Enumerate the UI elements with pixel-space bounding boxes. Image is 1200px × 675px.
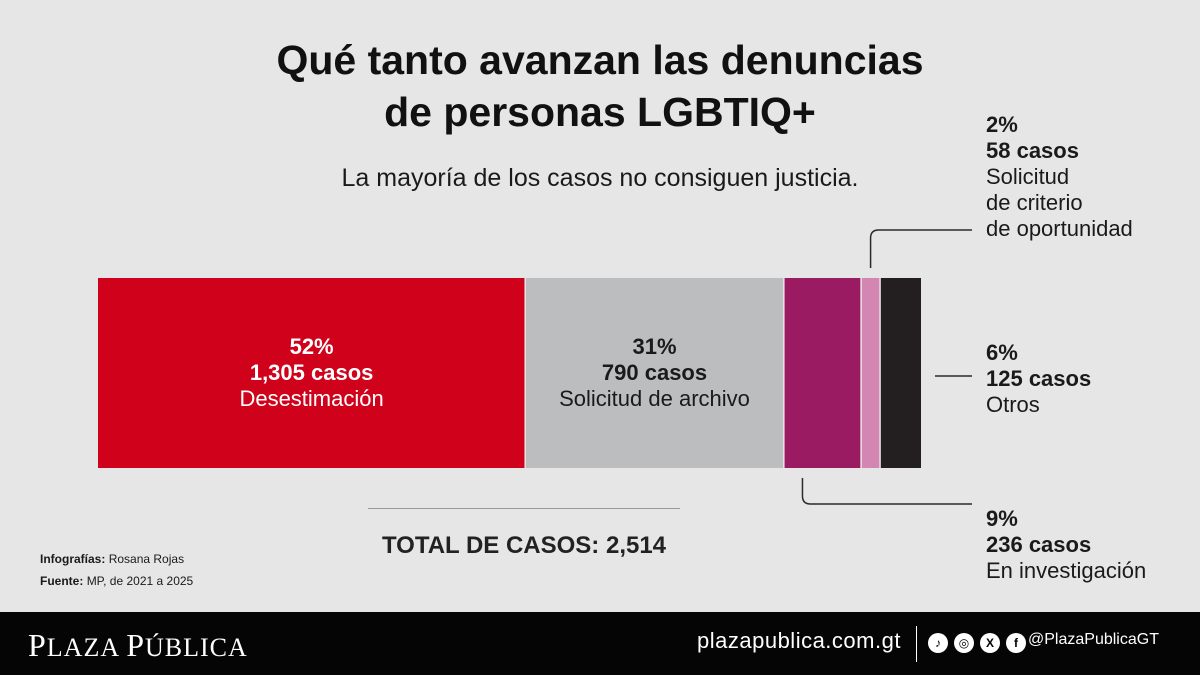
bar-segment-1 — [525, 278, 784, 468]
segment-count: 236 casos — [986, 532, 1092, 557]
segment-label-desestimacion: 52% 1,305 casos Desestimación — [98, 334, 525, 412]
logo-text: LAZA — [46, 633, 119, 662]
site-link[interactable]: plazapublica.com.gt — [697, 628, 901, 653]
segment-category: Otros — [986, 392, 1040, 417]
segment-pct: 2% — [986, 112, 1018, 137]
credit-infografias-value: Rosana Rojas — [108, 552, 185, 566]
plaza-publica-logo[interactable]: PLAZA PÚBLICA — [28, 627, 248, 664]
segment-pct: 9% — [986, 506, 1018, 531]
page-title: Qué tanto avanzan las denuncias de perso… — [0, 34, 1200, 138]
logo-text: ÚBLICA — [144, 633, 248, 662]
footer-divider — [916, 626, 917, 662]
bar-segment-3 — [861, 278, 881, 468]
credit-fuente-label: Fuente: — [40, 574, 84, 588]
segment-count: 125 casos — [986, 366, 1092, 391]
segment-pct: 31% — [632, 334, 677, 359]
x-icon[interactable]: X — [980, 633, 1000, 653]
bar-segment-0 — [98, 278, 526, 468]
segment-label-archivo: 31% 790 casos Solicitud de archivo — [525, 334, 784, 412]
total-cases: TOTAL DE CASOS: 2,514 — [381, 532, 667, 559]
credit-fuente-value: MP, de 2021 a 2025 — [86, 574, 194, 588]
social-handle[interactable]: @PlazaPublicaGT — [1028, 631, 1159, 648]
segment-label-investigacion: 9% 236 casos En investigación — [986, 506, 1146, 584]
segment-label-criterio: 2% 58 casos Solicitud de criterio de opo… — [986, 112, 1133, 242]
tiktok-icon[interactable]: ♪ — [928, 633, 948, 653]
segment-count: 58 casos — [986, 138, 1079, 163]
title-line-1: Qué tanto avanzan las denuncias — [276, 37, 924, 83]
social-icons: ♪ ◎ X f — [928, 633, 1026, 653]
facebook-icon[interactable]: f — [1006, 633, 1026, 653]
credits: Infografías: Rosana Rojas Fuente: MP, de… — [40, 548, 193, 592]
leader-line-criterio — [869, 229, 972, 268]
title-line-2: de personas LGBTIQ+ — [384, 89, 816, 135]
segment-category: Desestimación — [239, 386, 384, 411]
total-divider — [368, 508, 680, 509]
credit-infografias: Infografías: Rosana Rojas — [40, 548, 193, 570]
leader-line-investigacion — [801, 478, 972, 505]
logo-letter: P — [126, 627, 145, 663]
footer-bar: PLAZA PÚBLICA plazapublica.com.gt ♪ ◎ X … — [0, 612, 1200, 675]
bar-segment-4 — [880, 278, 921, 468]
instagram-icon[interactable]: ◎ — [954, 633, 974, 653]
segment-category: Solicitud de archivo — [559, 386, 750, 411]
bar-segment-2 — [783, 278, 862, 468]
segment-pct: 52% — [289, 334, 334, 359]
segment-category: Solicitud de criterio de oportunidad — [986, 164, 1133, 241]
credit-fuente: Fuente: MP, de 2021 a 2025 — [40, 570, 193, 592]
segment-category: En investigación — [986, 558, 1147, 583]
logo-letter: P — [28, 627, 47, 663]
subtitle: La mayoría de los casos no consiguen jus… — [341, 164, 859, 192]
credit-infografias-label: Infografías: — [40, 552, 106, 566]
segment-count: 1,305 casos — [249, 360, 374, 385]
segment-label-otros: 6% 125 casos Otros — [986, 340, 1091, 418]
segment-pct: 6% — [986, 340, 1018, 365]
segment-count: 790 casos — [601, 360, 708, 385]
